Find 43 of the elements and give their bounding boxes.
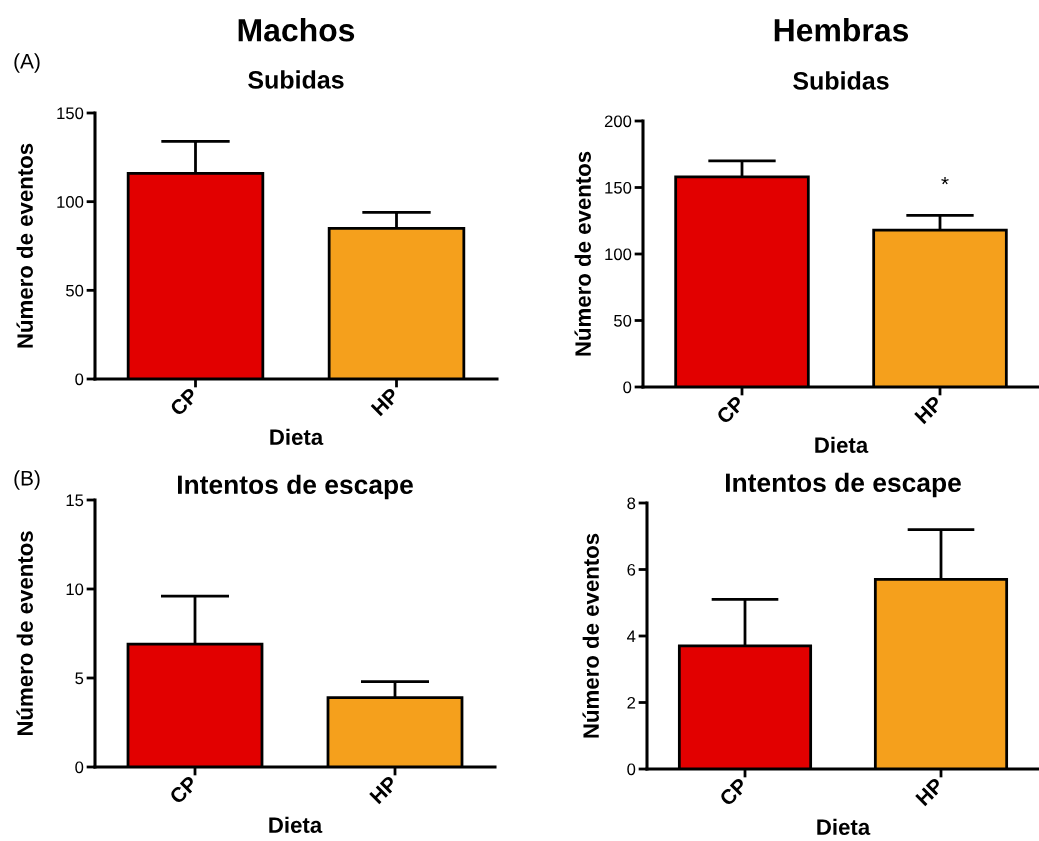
y-axis-title: Número de eventos <box>582 533 599 738</box>
y-tick-label: 0 <box>627 763 636 776</box>
chart-title: Intentos de escape <box>725 472 961 498</box>
chart-subtitle: Subidas <box>793 71 889 90</box>
chart-title: Intentos de escape <box>177 474 413 500</box>
annotation: * <box>941 177 949 185</box>
x-tick-label: HP <box>915 777 945 807</box>
x-tick-label: CP <box>715 394 746 425</box>
y-tick-label: 8 <box>627 497 636 510</box>
y-tick-label: 100 <box>605 248 632 261</box>
x-tick-label: HP <box>369 775 399 805</box>
y-tick-label: 50 <box>614 314 632 327</box>
x-tick-label: HP <box>370 387 400 417</box>
x-tick-label: CP <box>718 776 749 807</box>
y-tick-label: 50 <box>66 284 84 297</box>
y-axis-title: Número de eventos <box>16 143 33 348</box>
x-axis-title: Dieta <box>817 818 871 835</box>
y-tick-label: 150 <box>57 107 84 120</box>
y-tick-label: 15 <box>66 494 84 507</box>
y-tick-label: 10 <box>66 583 84 596</box>
y-tick-label: 0 <box>623 381 632 394</box>
chart-subtitle: Subidas <box>248 70 344 89</box>
y-tick-label: 100 <box>57 196 84 208</box>
y-axis-title: Número de eventos <box>16 531 33 736</box>
x-axis-title: Dieta <box>270 428 324 445</box>
y-tick-label: 0 <box>75 373 84 386</box>
x-tick-label: HP <box>914 395 944 425</box>
x-axis-title: Dieta <box>815 436 869 453</box>
y-tick-label: 5 <box>75 672 84 685</box>
chart-title: Machos <box>238 18 355 42</box>
text: (B) <box>14 470 40 490</box>
y-tick-label: 2 <box>627 696 636 709</box>
chart-title: Hembras <box>774 18 909 42</box>
y-tick-label: 200 <box>604 115 632 128</box>
y-tick-label: 0 <box>75 761 84 774</box>
x-tick-label: CP <box>169 386 199 417</box>
y-axis-title: Número de eventos <box>574 151 591 356</box>
x-axis-title: Dieta <box>269 816 323 833</box>
x-tick-label: CP <box>168 774 199 805</box>
y-tick-label: 150 <box>605 181 632 194</box>
y-tick-label: 6 <box>627 563 636 576</box>
y-tick-label: 4 <box>627 630 636 643</box>
text: (A) <box>14 53 40 73</box>
